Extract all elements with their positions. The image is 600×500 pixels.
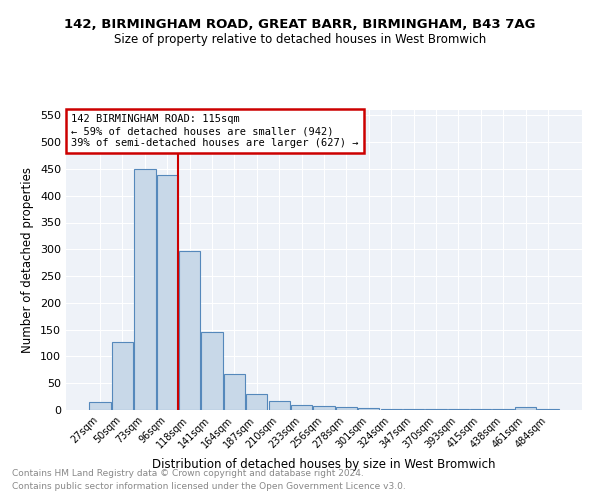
Bar [224, 374, 245, 410]
Bar [246, 394, 268, 410]
Text: Contains public sector information licensed under the Open Government Licence v3: Contains public sector information licen… [12, 482, 406, 491]
Bar [269, 402, 290, 410]
Bar [358, 408, 379, 410]
Text: 142, BIRMINGHAM ROAD, GREAT BARR, BIRMINGHAM, B43 7AG: 142, BIRMINGHAM ROAD, GREAT BARR, BIRMIN… [64, 18, 536, 30]
Bar [157, 176, 178, 410]
Text: Size of property relative to detached houses in West Bromwich: Size of property relative to detached ho… [114, 32, 486, 46]
Bar [179, 251, 200, 410]
Bar [336, 408, 357, 410]
Y-axis label: Number of detached properties: Number of detached properties [22, 167, 34, 353]
Bar [448, 409, 469, 410]
Bar [380, 409, 402, 410]
Bar [89, 402, 111, 410]
Text: 142 BIRMINGHAM ROAD: 115sqm
← 59% of detached houses are smaller (942)
39% of se: 142 BIRMINGHAM ROAD: 115sqm ← 59% of det… [71, 114, 359, 148]
Bar [202, 332, 223, 410]
Text: Contains HM Land Registry data © Crown copyright and database right 2024.: Contains HM Land Registry data © Crown c… [12, 468, 364, 477]
Bar [515, 407, 536, 410]
X-axis label: Distribution of detached houses by size in West Bromwich: Distribution of detached houses by size … [152, 458, 496, 471]
Bar [425, 409, 446, 410]
Bar [403, 409, 424, 410]
Bar [112, 342, 133, 410]
Bar [291, 405, 312, 410]
Bar [313, 406, 335, 410]
Bar [134, 169, 155, 410]
